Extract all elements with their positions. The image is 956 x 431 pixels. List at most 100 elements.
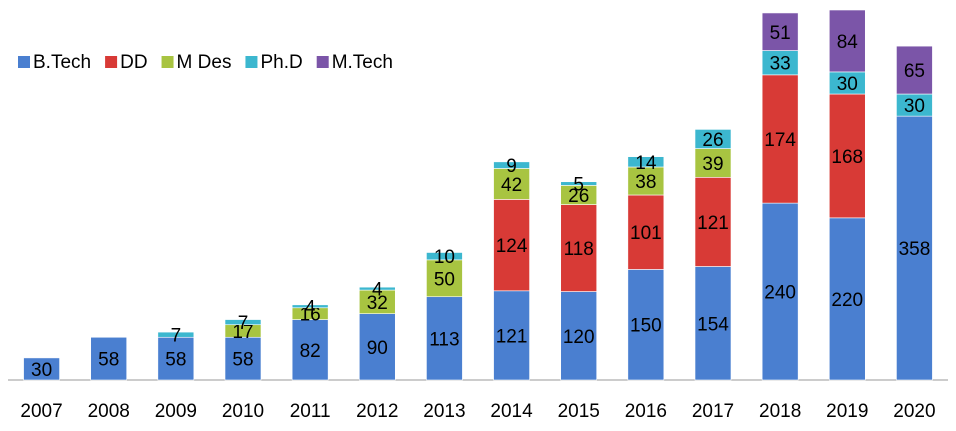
data-label: 4 (372, 280, 383, 301)
x-tick-label: 2013 (423, 401, 465, 422)
bar-segment (157, 331, 195, 338)
data-label: 358 (899, 239, 931, 260)
data-label: 32 (367, 293, 388, 314)
data-label: 240 (764, 283, 796, 304)
data-label: 5 (573, 175, 584, 196)
x-tick-label: 2014 (490, 401, 533, 422)
data-label: 16 (300, 305, 321, 326)
data-label: 30 (904, 96, 925, 117)
data-label: 30 (837, 74, 858, 95)
data-label: 26 (568, 186, 589, 207)
x-tick-label: 2009 (155, 401, 197, 422)
x-tick-label: 2015 (558, 401, 600, 422)
data-label: 4 (305, 297, 316, 318)
bar-segment (761, 74, 799, 204)
x-tick-label: 2017 (692, 401, 734, 422)
data-label: 121 (697, 213, 729, 234)
bar-segment (761, 12, 799, 51)
bar-segment (358, 313, 396, 381)
bar-segment (560, 181, 598, 186)
x-tick-label: 2012 (356, 401, 398, 422)
bar-segment (627, 166, 665, 196)
bar-segment (627, 269, 665, 381)
bar-segment (493, 168, 530, 200)
data-label: 42 (501, 175, 522, 196)
data-label: 118 (564, 239, 594, 260)
legend-label: Ph.D (260, 52, 302, 73)
bar-segment (694, 266, 732, 381)
bar-segment (358, 286, 396, 291)
bar-segment (896, 115, 933, 381)
bar-segment (761, 50, 799, 76)
x-tick-label: 2019 (826, 401, 868, 422)
data-label: 10 (434, 247, 455, 268)
data-label: 38 (635, 172, 656, 193)
x-tick-label: 2016 (625, 401, 667, 422)
data-label: 120 (563, 327, 595, 348)
data-label: 39 (702, 154, 723, 175)
bar-segment (23, 357, 60, 381)
legend-swatch (105, 56, 118, 68)
bar-segment (694, 148, 732, 178)
data-label: 121 (496, 326, 528, 347)
bar-segment (560, 204, 598, 292)
data-label: 168 (831, 147, 863, 168)
data-label: 90 (367, 338, 388, 359)
bar-segment (493, 161, 530, 169)
legend-swatch (18, 56, 30, 68)
data-label: 58 (98, 350, 119, 371)
data-label: 58 (232, 350, 253, 371)
bar-segment (828, 217, 866, 381)
x-tick-label: 2020 (893, 401, 935, 422)
bar-segment (426, 259, 463, 298)
bar-segment (157, 336, 195, 381)
data-label: 7 (238, 313, 249, 334)
data-label: 7 (171, 326, 182, 347)
legend-label: DD (120, 52, 147, 73)
x-tick-label: 2018 (759, 401, 801, 422)
data-label: 50 (434, 269, 455, 290)
data-label: 30 (31, 360, 52, 381)
legend-swatch (316, 56, 329, 68)
bar-segment (896, 45, 933, 95)
x-tick-label: 2008 (88, 401, 130, 422)
bar-segment (560, 291, 598, 381)
data-label: 58 (165, 350, 186, 371)
x-tick-label: 2011 (290, 401, 331, 422)
bar-segment (828, 9, 866, 73)
bar-segment (627, 194, 665, 270)
data-label: 33 (770, 54, 791, 75)
data-label: 17 (232, 322, 253, 343)
legend-label: M Des (177, 52, 232, 73)
legend-swatch (161, 56, 174, 68)
data-label: 154 (697, 314, 729, 335)
bar-segment (224, 319, 262, 326)
bar-segment (426, 296, 463, 381)
bar-segment (90, 336, 128, 381)
bar-segment (426, 252, 463, 261)
bar-segment (291, 304, 329, 309)
bar-segment (694, 129, 732, 149)
legend-label: B.Tech (33, 52, 91, 73)
data-label: 51 (770, 23, 791, 44)
data-label: 14 (635, 153, 657, 174)
data-label: 82 (300, 341, 321, 362)
data-label: 174 (764, 130, 796, 151)
bar-segment (493, 290, 530, 381)
data-label: 220 (831, 290, 863, 311)
x-tick-label: 2007 (20, 401, 62, 422)
legend-swatch (245, 56, 258, 68)
bar-segment (694, 177, 732, 267)
data-label: 84 (837, 32, 859, 53)
data-label: 101 (630, 223, 662, 244)
bar-segment (224, 336, 262, 381)
data-label: 26 (702, 130, 723, 151)
legend-label: M.Tech (332, 52, 393, 73)
data-label: 9 (506, 156, 517, 177)
data-label: 65 (904, 61, 925, 82)
x-tick-label: 2010 (222, 401, 264, 422)
bar-segment (828, 93, 866, 219)
data-label: 113 (429, 329, 459, 350)
bar-segment (493, 199, 530, 292)
